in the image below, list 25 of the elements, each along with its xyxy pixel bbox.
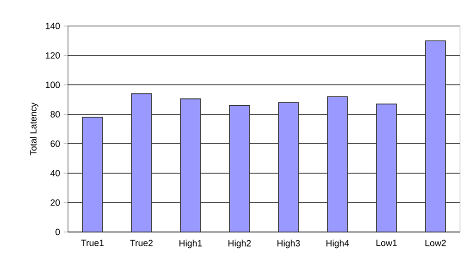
y-tick-label: 20: [50, 199, 60, 206]
x-tick-label: High4: [326, 240, 349, 248]
x-tick-label: High3: [277, 240, 300, 248]
y-tick-label: 60: [50, 140, 60, 147]
x-tick-label: High2: [228, 240, 251, 248]
bar: [376, 104, 397, 232]
bar: [278, 102, 299, 232]
y-tick-label: 120: [46, 52, 60, 59]
bar: [327, 96, 348, 232]
y-tick-label: 40: [50, 170, 60, 176]
bar: [425, 40, 446, 232]
x-tick-label: Low1: [376, 240, 397, 246]
bar: [82, 116, 103, 232]
x-tick-label: Low2: [425, 240, 446, 246]
y-tick-label: 100: [46, 82, 60, 88]
y-tick-label: 80: [50, 111, 60, 118]
x-tick-label: True2: [130, 240, 153, 246]
x-tick-label: High1: [179, 240, 202, 248]
y-tick-label: 140: [46, 22, 60, 30]
bar: [180, 98, 201, 232]
x-tick-label: True1: [81, 240, 104, 246]
bar: [131, 93, 152, 232]
y-axis-title: Total Latency: [30, 102, 38, 156]
bar: [229, 105, 250, 232]
y-tick-label: 0: [56, 228, 60, 236]
